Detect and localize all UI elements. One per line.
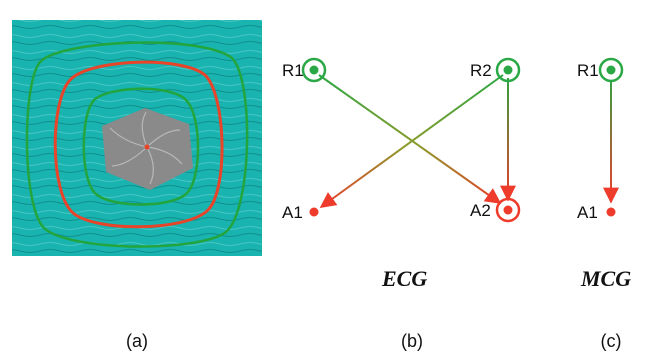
panel-c-mcg-graph: R1 A1 <box>577 57 624 222</box>
graph-title-ecg: ECG <box>382 266 428 291</box>
edge-r2-a1 <box>319 74 504 208</box>
panel-b-ecg-graph: R1 R2 A1 A2 <box>282 57 521 223</box>
inner-green-contour <box>82 87 200 206</box>
red-contour <box>53 60 224 229</box>
node-label-r2: R2 <box>470 61 492 80</box>
node-label-r1: R1 <box>282 61 304 80</box>
node-r1: R1 <box>282 57 327 83</box>
node-a2: A2 <box>470 197 521 223</box>
node-label-a1: A1 <box>282 203 303 222</box>
mcg-node-a1: A1 <box>577 203 616 222</box>
panel-a-flow-image <box>12 20 262 256</box>
node-a1: A1 <box>282 203 319 222</box>
graph-title-mcg: MCG <box>581 266 632 291</box>
center-point <box>144 144 150 150</box>
node-label-a2: A2 <box>470 201 491 220</box>
vortex-swirl <box>109 111 183 185</box>
node-r2: R2 <box>470 57 521 83</box>
panel-caption-b: (b) <box>401 331 423 351</box>
mcg-node-label-r1: R1 <box>577 61 599 80</box>
outer-green-contour <box>25 41 249 248</box>
mcg-node-label-a1: A1 <box>577 203 598 222</box>
panel-caption-c: (c) <box>600 331 622 351</box>
panel-caption-a: (a) <box>126 331 148 351</box>
edge-r1-a2 <box>318 74 502 204</box>
mcg-node-r1: R1 <box>577 57 624 83</box>
